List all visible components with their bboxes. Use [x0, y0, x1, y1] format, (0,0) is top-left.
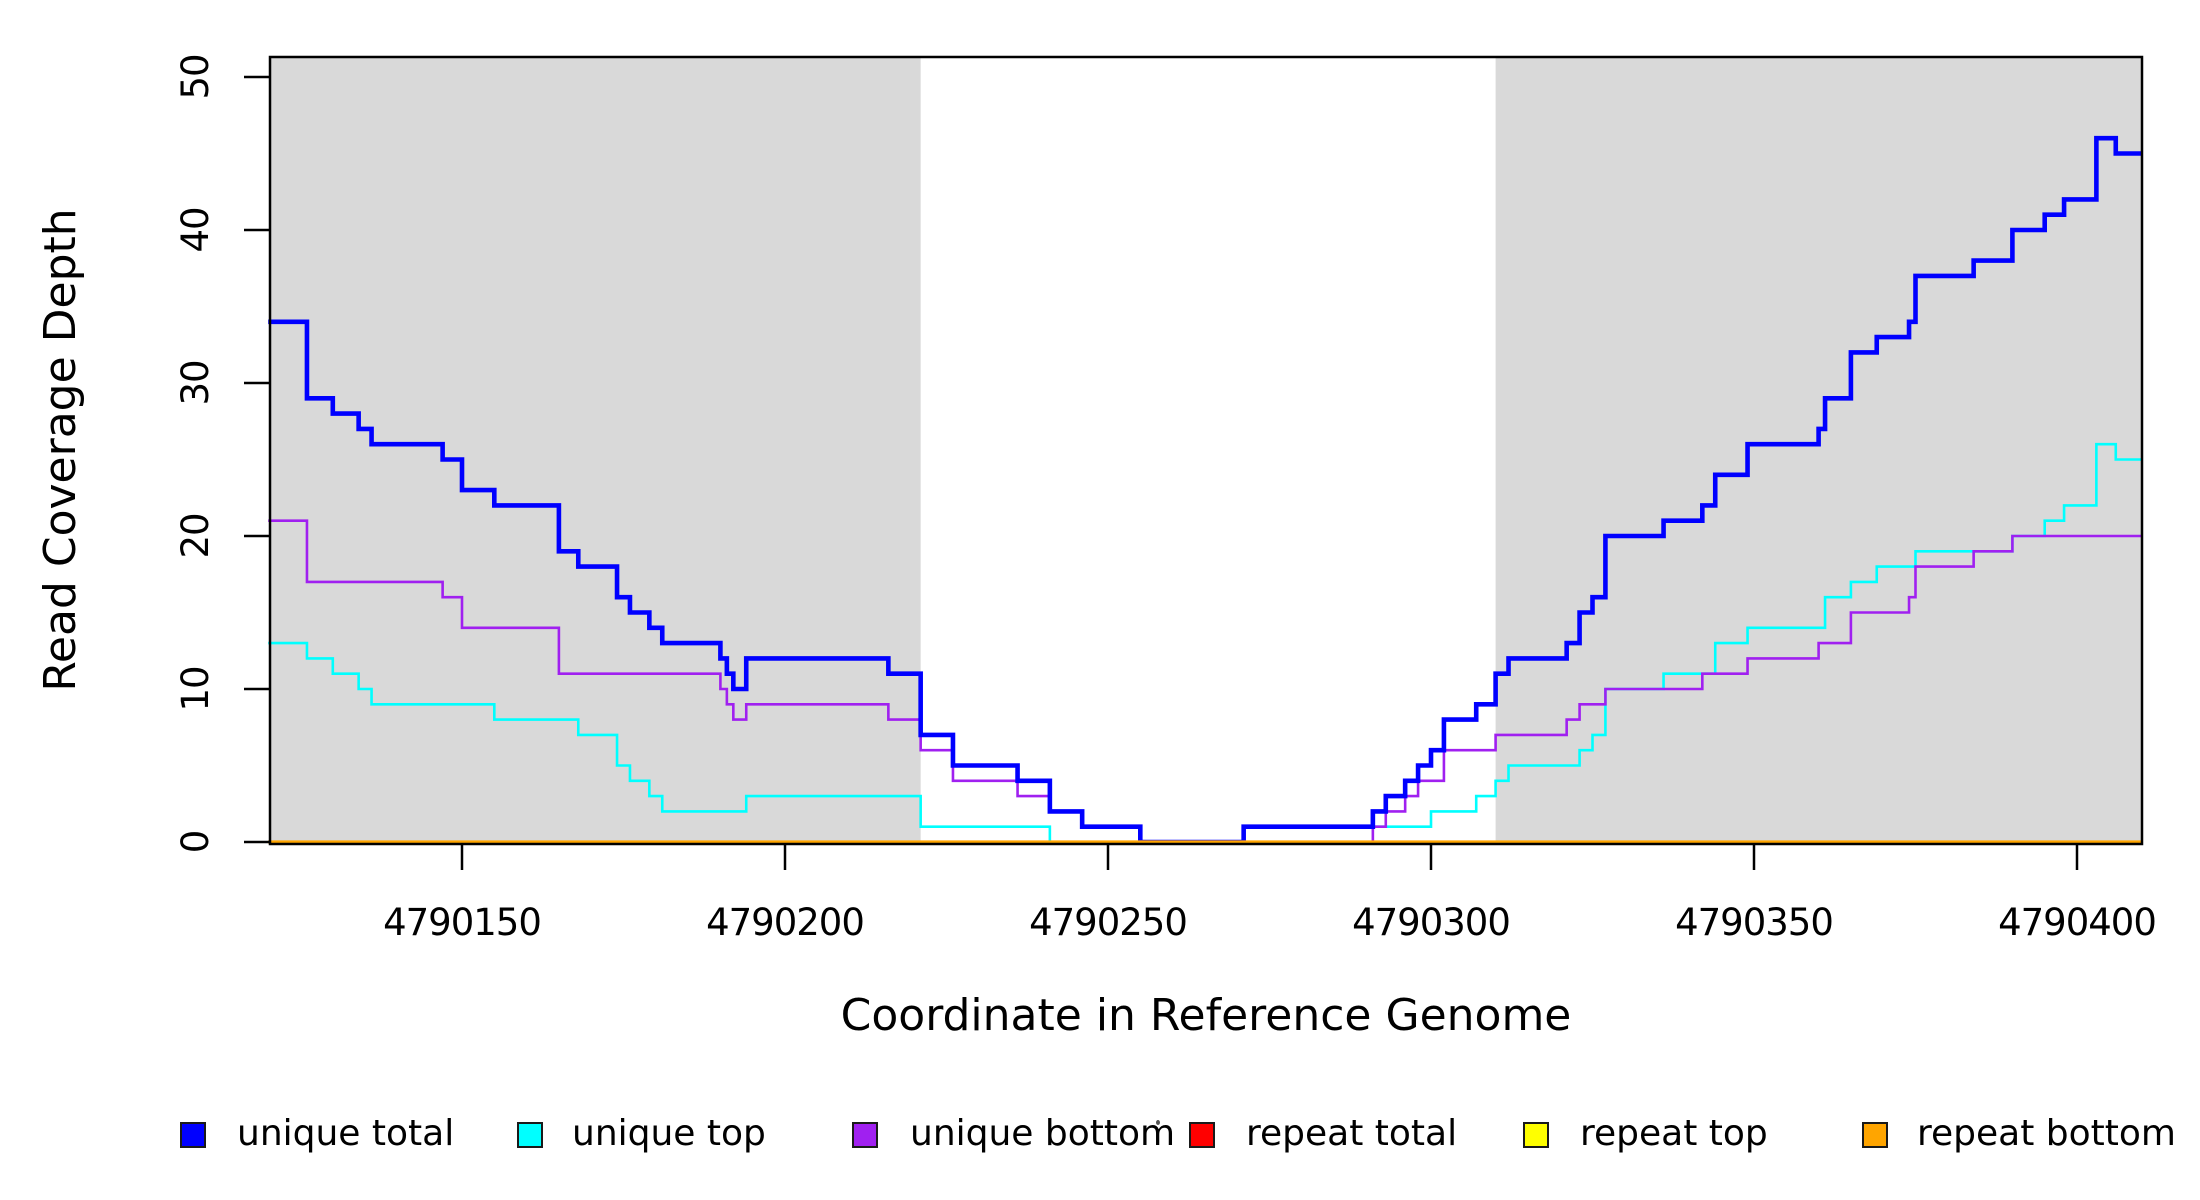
- shaded-regions: [270, 57, 2142, 844]
- x-tick-label: 4790150: [383, 901, 541, 944]
- axis-tick-labels: 4790150 4790200 4790250 4790300 4790350 47904…: [174, 54, 2157, 944]
- right-gray-region: [1495, 57, 2142, 844]
- series-line-unique-total: [268, 135, 2142, 845]
- y-tick-label: 10: [174, 666, 217, 711]
- x-tick-label: 4790400: [1998, 901, 2156, 944]
- y-tick-label: 30: [174, 360, 217, 405]
- x-axis-title: Coordinate in Reference Genome: [841, 990, 1572, 1041]
- x-tick-label: 4790300: [1352, 901, 1510, 944]
- axis-ticks: [244, 75, 2079, 870]
- x-tick-label: 4790350: [1675, 901, 1833, 944]
- series-lines: [268, 135, 2142, 845]
- x-tick-label: 4790200: [706, 901, 864, 944]
- y-tick-label: 50: [174, 54, 217, 99]
- y-axis-title: Read Coverage Depth: [35, 208, 86, 691]
- plot-border: [268, 55, 2144, 846]
- left-gray-region: [270, 57, 921, 844]
- x-tick-label: 4790250: [1029, 901, 1187, 944]
- y-tick-label: 0: [174, 831, 217, 854]
- y-tick-label: 40: [174, 207, 217, 252]
- series-line-unique-top: [268, 442, 2142, 844]
- series-line-unique-bottom: [268, 519, 2142, 844]
- y-tick-label: 20: [174, 513, 217, 558]
